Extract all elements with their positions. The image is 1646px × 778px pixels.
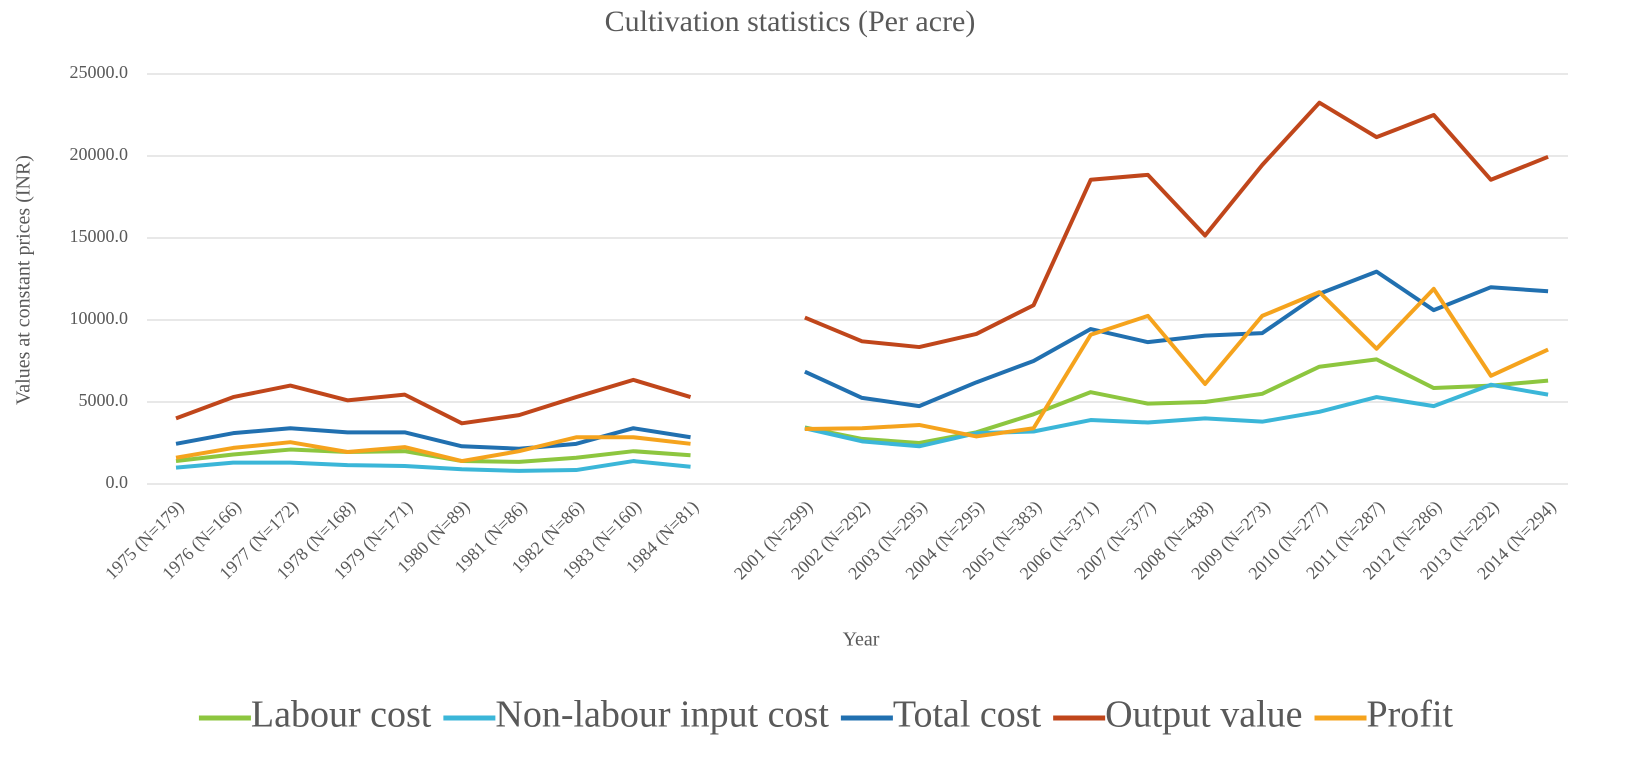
y-tick-label: 10000.0 (70, 308, 129, 328)
y-tick-label: 0.0 (106, 472, 129, 492)
legend-label: Output value (1105, 694, 1302, 736)
y-tick-label: 20000.0 (70, 144, 129, 164)
data-line (175, 357, 1549, 464)
legend: Labour cost Non-labour input cost Total co… (198, 694, 1454, 736)
y-tick-label: 15000.0 (70, 226, 129, 246)
data-line (175, 100, 1549, 426)
y-axis-label: Values at constant prices (INR) (13, 155, 35, 405)
chart-title: Cultivation statistics (Per acre) (605, 5, 976, 38)
y-tick-label: 5000.0 (79, 390, 129, 410)
x-axis-label: Year (843, 629, 880, 651)
legend-label: Labour cost (251, 694, 432, 736)
legend-label: Total cost (893, 694, 1042, 736)
data-line (175, 382, 1549, 473)
legend-label: Profit (1367, 694, 1454, 736)
y-tick-label: 25000.0 (70, 62, 129, 82)
data-line (175, 269, 1549, 451)
legend-label: Non-labour input cost (495, 694, 829, 736)
data-line (175, 286, 1549, 464)
